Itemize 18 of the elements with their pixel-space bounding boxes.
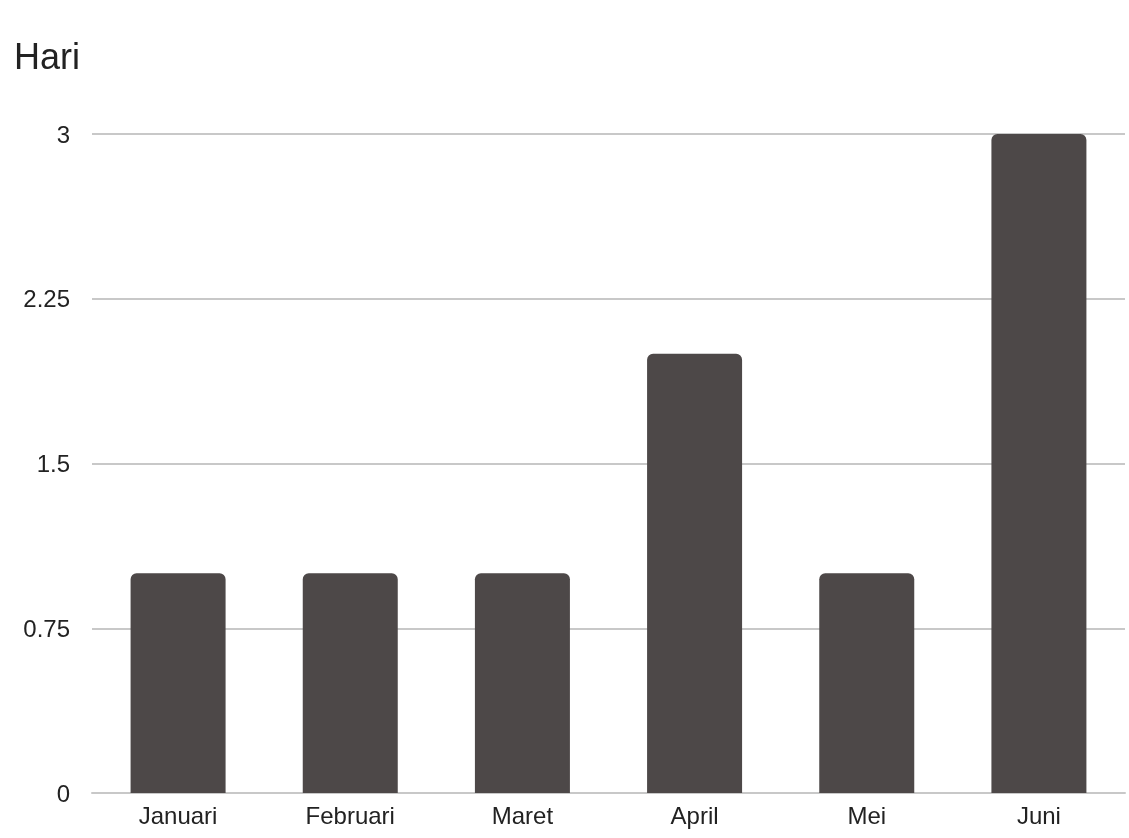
x-tick-label: Juni xyxy=(1016,801,1061,829)
bar xyxy=(991,134,1087,793)
x-tick-label: Januari xyxy=(138,801,218,829)
bar xyxy=(302,573,398,793)
bar xyxy=(647,353,743,793)
bar xyxy=(474,573,570,793)
x-tick-label: Mei xyxy=(847,801,887,829)
x-tick-label: April xyxy=(670,801,719,829)
y-tick-label: 2.25 xyxy=(23,285,70,313)
y-tick-label: 1.5 xyxy=(36,450,70,477)
y-axis-title: Hari xyxy=(14,35,81,77)
x-tick-label: Maret xyxy=(491,801,554,829)
y-tick-label: 3 xyxy=(56,120,70,148)
y-tick-label: 0 xyxy=(56,779,70,807)
x-tick-label: Februari xyxy=(305,801,395,829)
bar xyxy=(819,573,915,793)
bar xyxy=(130,573,226,793)
y-tick-label: 0.75 xyxy=(23,614,70,642)
